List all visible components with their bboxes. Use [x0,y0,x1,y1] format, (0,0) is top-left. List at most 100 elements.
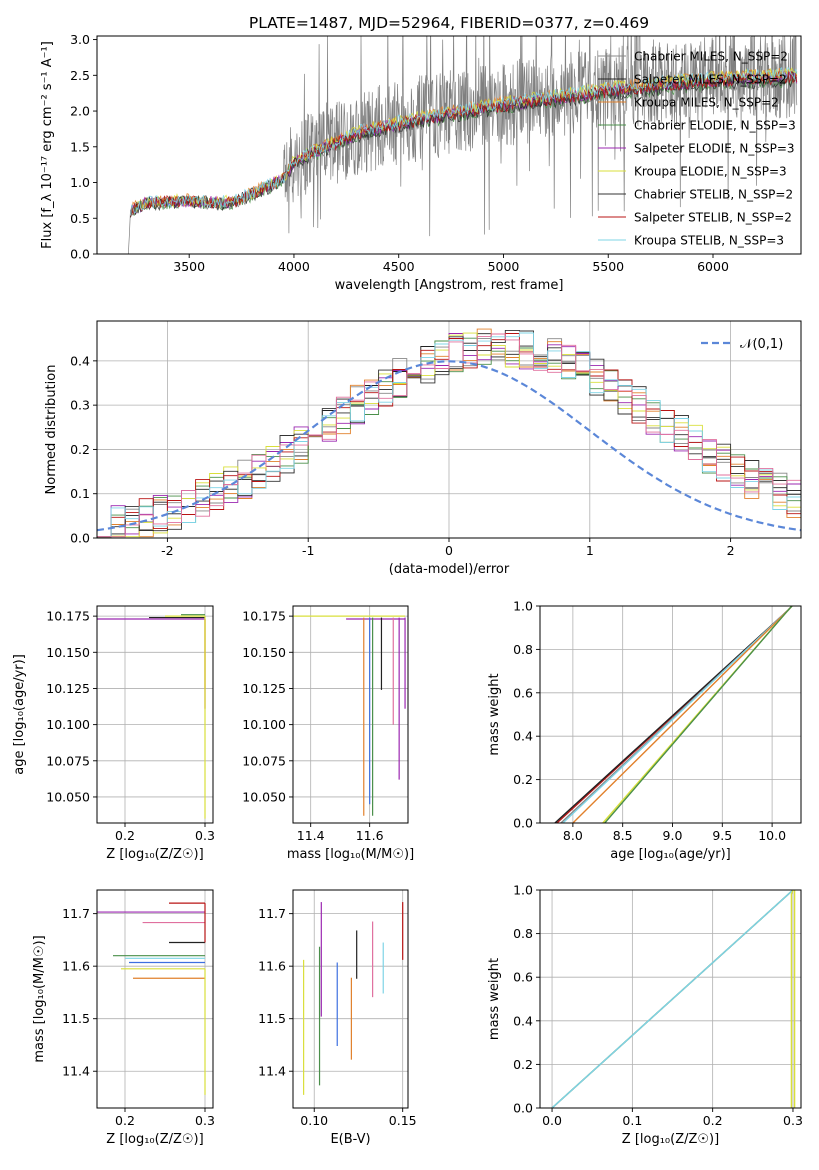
x-tick-label: -2 [161,543,173,558]
y-tick-label: 1.5 [70,139,90,154]
y-axis-label: mass weight [487,958,502,1040]
x-tick-label: 0.15 [389,1113,417,1128]
x-tick-label: 9.5 [712,828,732,843]
y-tick-label: 1.0 [513,599,533,614]
y-tick-label: 0.8 [513,926,533,941]
panel-residuals: -2 -1 0 1 2 0.0 0.1 0.2 0.3 0.4 (data-model)/error… [44,320,802,577]
plot-area [293,890,408,1108]
plot-area [540,606,801,823]
y-tick-label: 2.5 [70,68,90,83]
x-axis-label: Z [log₁₀(Z/Z☉)] [106,847,203,862]
y-tick-label: 10.125 [46,681,90,696]
legend-label: Salpeter ELODIE, N_SSP=3 [634,142,795,156]
axes-frame [96,35,802,255]
panel-age_vs_mass: 11.4 11.6 10.050 10.075 10.100 10.125 10.150 10… [242,605,414,862]
y-tick-label: 10.150 [242,645,286,660]
x-tick-label: 5000 [488,259,520,274]
model-spectrum-line [130,66,798,216]
panel-mass_vs_Z: 0.2 0.3 11.4 11.5 11.6 11.7 Z [log₁₀(Z/Z☉)] mas… [32,889,215,1147]
y-axis-label: mass weight [487,673,502,755]
y-tick-label: 0.2 [513,1057,533,1072]
y-tick-label: 1.0 [513,883,533,898]
panel-massweight_vs_age: 8.0 8.5 9.0 9.5 10.0 0.0 0.2 0.4 0.6 0.8 1.0 age [l… [487,599,802,862]
y-tick-label: 0.0 [513,816,533,831]
x-tick-label: 0.3 [195,1113,215,1128]
y-tick-label: 0.4 [513,1013,533,1028]
x-axis-label: Z [log₁₀(Z/Z☉)] [622,1132,719,1147]
x-axis-label: (data-model)/error [389,562,510,577]
x-tick-label: 9.0 [663,828,683,843]
y-tick-label: 10.075 [242,753,286,768]
legend-label: Chabrier MILES, N_SSP=2 [634,50,788,64]
legend-label: Kroupa ELODIE, N_SSP=3 [634,165,787,179]
x-tick-label: 8.0 [563,828,583,843]
x-axis-label: mass [log₁₀(M/M☉)] [287,847,414,862]
y-tick-label: 11.4 [62,1064,90,1079]
y-tick-label: 10.075 [46,753,90,768]
x-tick-label: 0.2 [703,1113,723,1128]
y-tick-label: 10.150 [46,645,90,660]
cumulative-weight-line [604,606,793,823]
y-axis-label: age [log₁₀(age/yr)] [12,654,27,775]
y-tick-label: 10.175 [242,609,286,624]
panel-age_vs_Z: 0.2 0.3 10.050 10.075 10.100 10.125 10.150 10.1… [12,605,215,862]
x-tick-label: 0.1 [622,1113,642,1128]
y-tick-label: 10.050 [46,789,90,804]
y-axis-label: Flux [f_λ 10⁻¹⁷ erg cm⁻² s⁻¹ A⁻¹] [40,41,55,249]
y-tick-label: 0.2 [70,442,90,457]
x-axis-label: age [log₁₀(age/yr)] [610,847,731,862]
y-tick-label: 3.0 [70,32,90,47]
x-axis-label: Z [log₁₀(Z/Z☉)] [106,1132,203,1147]
y-tick-label: 0.5 [70,211,90,226]
x-tick-label: 3500 [173,259,205,274]
x-tick-label: 11.6 [356,828,384,843]
y-tick-label: 11.5 [258,1011,286,1026]
legend-label: Salpeter STELIB, N_SSP=2 [634,211,792,225]
y-tick-label: 1.0 [70,175,90,190]
y-tick-label: 0.4 [513,729,533,744]
x-tick-label: 2 [727,543,735,558]
x-tick-label: 4000 [278,259,310,274]
plot-area [540,890,801,1108]
plot-area [97,606,213,823]
y-tick-label: 10.175 [46,609,90,624]
x-tick-label: 10.0 [758,828,786,843]
cumulative-weight-line [790,890,794,1108]
plot-area [97,321,801,538]
x-tick-label: 0.0 [542,1113,562,1128]
panel-spectrum: 3500 4000 4500 5000 5500 6000 0.0 0.5 1.0 1.5 2.0 2… [40,32,802,293]
x-tick-label: 0 [445,543,453,558]
panel-mass_vs_ebv: 0.10 0.15 11.4 11.5 11.6 11.7 E(B-V) [258,889,417,1147]
y-tick-label: 0.6 [513,685,533,700]
x-tick-label: 8.5 [613,828,633,843]
y-tick-label: 0.1 [70,486,90,501]
y-tick-label: 0.6 [513,970,533,985]
y-tick-label: 0.8 [513,642,533,657]
legend-label: Salpeter MILES, N_SSP=2 [634,73,787,87]
y-tick-label: 0.0 [513,1101,533,1116]
model-spectrum-line [130,75,797,218]
y-tick-label: 10.100 [46,717,90,732]
legend-label: Kroupa STELIB, N_SSP=3 [634,234,784,248]
y-tick-label: 11.7 [258,906,286,921]
y-tick-label: 2.0 [70,104,90,119]
plot-area [97,890,213,1108]
axes-frame [292,605,409,824]
x-tick-label: 0.2 [115,828,135,843]
legend-label: Kroupa MILES, N_SSP=2 [634,96,779,110]
y-tick-label: 0.0 [70,247,90,262]
legend-label: Chabrier ELODIE, N_SSP=3 [634,119,796,133]
x-tick-label: 5500 [592,259,624,274]
residual-histogram-line [97,332,801,538]
y-tick-label: 11.4 [258,1064,286,1079]
y-tick-label: 0.4 [70,353,90,368]
figure-title: PLATE=1487, MJD=52964, FIBERID=0377, z=0… [249,14,649,32]
x-tick-label: 6000 [697,259,729,274]
axes-frame [96,605,214,824]
axes-frame [539,605,802,824]
x-tick-label: 0.3 [783,1113,803,1128]
legend-label: Chabrier STELIB, N_SSP=2 [634,188,793,202]
x-tick-label: -1 [302,543,314,558]
x-tick-label: 11.4 [297,828,325,843]
